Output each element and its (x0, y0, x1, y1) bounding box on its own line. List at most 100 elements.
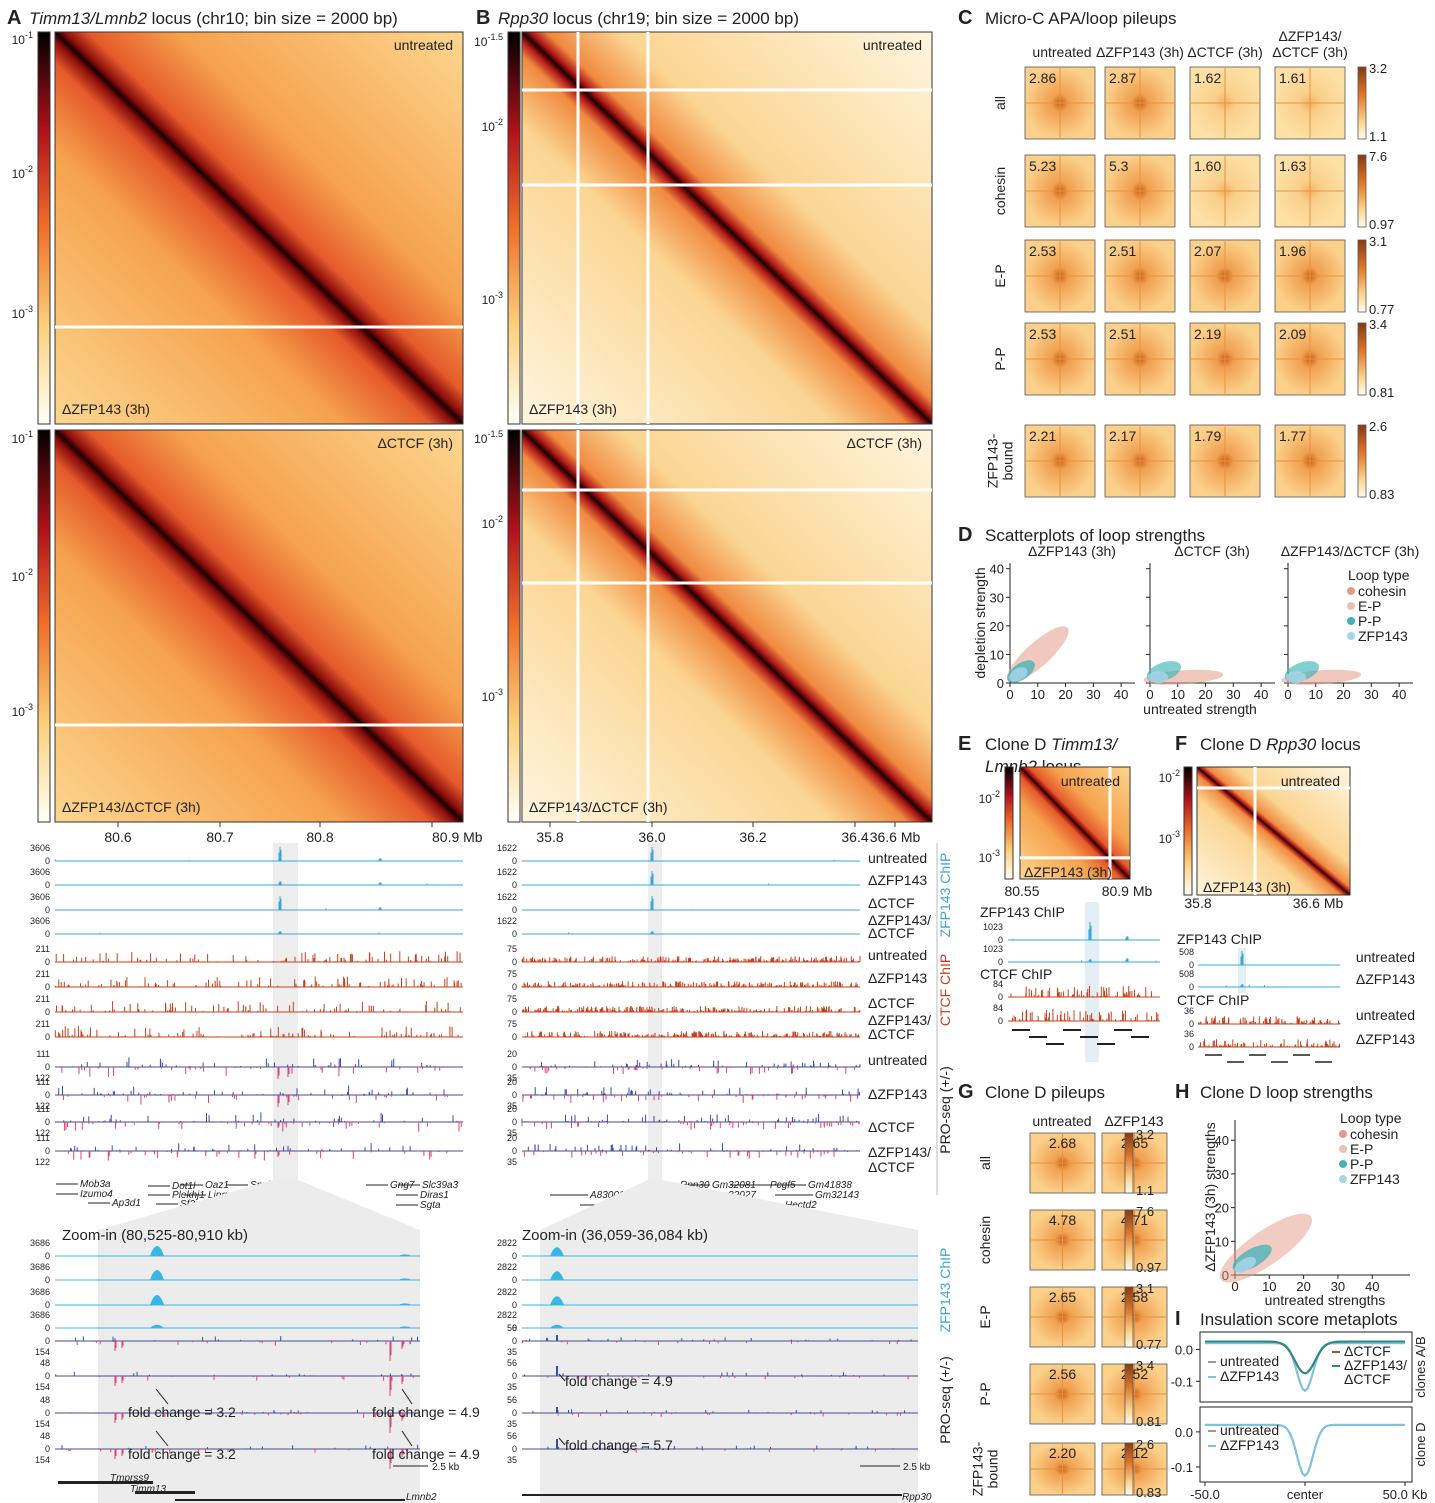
x-tick-label: 50.0 Kb (1383, 1487, 1428, 1502)
track-label: ΔZFP143/ (868, 1012, 931, 1028)
track-peak (398, 1278, 412, 1280)
x-tick-label: 0 (1146, 687, 1153, 702)
power-exp: -1.5 (487, 32, 503, 42)
track-scale: 111 (36, 1049, 50, 1059)
panel-title: Scatterplots of loop strengths (985, 526, 1205, 545)
gene-model (175, 1499, 405, 1501)
track-scale: 75 (507, 994, 517, 1004)
legend-title: Loop type (1348, 567, 1410, 583)
contact-map (54, 31, 464, 425)
panel-letter: I (1175, 1308, 1181, 1330)
track-scale: 0 (45, 1408, 50, 1418)
panel-letter: E (958, 733, 971, 755)
colorbar (1357, 66, 1367, 140)
track-scale: 0 (512, 1032, 517, 1042)
colorbar-label: 2.6 (1136, 1437, 1154, 1452)
zoom-band (540, 1230, 918, 1503)
track-signal (633, 896, 829, 910)
track-scale: 0 (45, 982, 50, 992)
y-tick-label: 10 (1215, 1234, 1229, 1249)
track-scale: 20 (507, 1077, 517, 1087)
panel-letter: B (476, 7, 490, 29)
track-scale: 56 (507, 1323, 517, 1333)
track-scale: 0 (512, 1444, 517, 1454)
track-scale: 0 (45, 1275, 50, 1285)
panel-letter: H (1175, 1081, 1189, 1103)
colorbar (1357, 154, 1367, 228)
x-tick-label: 80.9 Mb (1102, 883, 1153, 899)
x-tick-label: 0 (1006, 687, 1013, 702)
track-scale: 0 (45, 1062, 50, 1072)
x-tick-label: 40 (1365, 1279, 1379, 1294)
gene-name: Timm13 (130, 1484, 166, 1495)
track-label: untreated (1356, 949, 1415, 965)
colorbar-label: 0.97 (1369, 217, 1394, 232)
power-base: 10 (12, 33, 26, 47)
title: Clone D Timm13/ (985, 735, 1119, 754)
track-label: ΔCTCF (868, 995, 915, 1011)
track-signal-minus (61, 1067, 441, 1079)
legend-label: ΔZFP143 (1220, 1368, 1279, 1384)
colorbar (37, 31, 51, 425)
x-tick-label: 30 (1331, 1279, 1345, 1294)
x-axis-label: untreated strength (1143, 701, 1257, 717)
gene-name: Oaz1 (205, 1180, 229, 1191)
track-signal-minus (63, 1122, 462, 1132)
plot-side-label: clone D (1413, 1422, 1428, 1466)
x-tick-label: 36.4 (841, 829, 868, 845)
y-tick-label: 40 (990, 562, 1004, 577)
track-scale: 0 (45, 856, 50, 866)
annotation-arrow (401, 1388, 413, 1405)
track-signal-minus (57, 1095, 452, 1107)
apa-score: 2.20 (1049, 1445, 1076, 1461)
row-label: E-P (977, 1305, 993, 1328)
colorbar-label: 10-1 (12, 30, 33, 47)
track-scale: 0 (512, 1007, 517, 1017)
legend-label: ZFP143 (1358, 628, 1408, 644)
power-exp: -2 (1172, 768, 1180, 778)
track-scale: 1622 (497, 843, 517, 853)
gene-name: Rpp30 (902, 1492, 932, 1503)
track-scale: 48 (40, 1358, 50, 1368)
x-tick-label: 35.8 (536, 829, 563, 845)
track-scale: 2822 (497, 1287, 517, 1297)
annotation-arrow (155, 1388, 169, 1405)
annotation: fold change = 4.9 (565, 1373, 673, 1389)
annotation-arrow (401, 1430, 413, 1447)
track-scale: 0 (512, 1300, 517, 1310)
track-signal-minus (66, 1449, 407, 1469)
colorbar (507, 429, 521, 823)
track-peak (550, 1324, 564, 1328)
track-scale: 0 (512, 929, 517, 939)
annotation: fold change = 3.2 (128, 1446, 236, 1462)
colorbar-label: 3.4 (1369, 317, 1387, 332)
apa-score: 2.68 (1049, 1135, 1076, 1151)
map-condition: ΔZFP143 (3h) (529, 401, 617, 417)
y-axis-label: ΔZFP143 (3h) strengths (1202, 1122, 1218, 1271)
annotation: fold change = 5.7 (565, 1437, 673, 1453)
x-tick-label: 40 (1392, 687, 1406, 702)
apa-score: 1.62 (1194, 70, 1221, 86)
colorbar-label: 0.97 (1136, 1260, 1161, 1275)
gene-name: Hectd2 (785, 1200, 817, 1211)
track-scale: 1622 (497, 916, 517, 926)
colorbar-label: 10-1.5 (474, 429, 503, 446)
track-scale: 0 (1189, 982, 1194, 992)
title-part: Clone D (1200, 735, 1266, 754)
row-label: P-P (992, 347, 1008, 370)
point-cloud (1234, 1256, 1257, 1273)
gene-name: Slc39a3 (422, 1180, 459, 1191)
insulation-curve (1205, 1342, 1405, 1393)
track-scale: 2822 (497, 1238, 517, 1248)
legend-label: untreated (1220, 1422, 1279, 1438)
apa-score: 2.53 (1029, 326, 1056, 342)
x-tick-label: 36.6 Mb (1293, 895, 1344, 911)
track-scale: 35 (507, 1101, 517, 1111)
track-signal-plus (525, 1337, 912, 1341)
point-cloud (1286, 671, 1307, 684)
apa-score: 2.87 (1109, 70, 1136, 86)
track-signal-plus (538, 1059, 861, 1067)
legend-label: ZFP143 (1350, 1171, 1400, 1187)
track-scale: 0 (45, 1032, 50, 1042)
